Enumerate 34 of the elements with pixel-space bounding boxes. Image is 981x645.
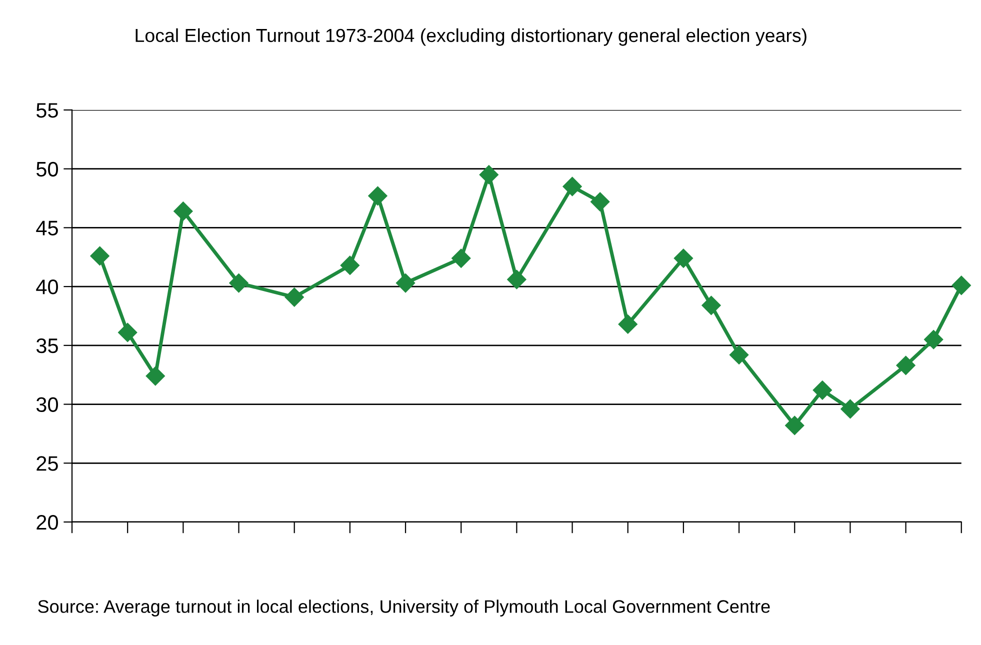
point [396, 273, 416, 293]
point [785, 416, 804, 435]
point [284, 288, 304, 307]
point [174, 202, 193, 221]
point [507, 270, 526, 290]
point [562, 176, 582, 196]
point [702, 296, 721, 315]
point [840, 399, 860, 419]
y-tick-label: 40 [36, 280, 58, 294]
y-tick-label: 30 [36, 397, 58, 412]
point [730, 345, 749, 364]
point [368, 186, 388, 206]
point [229, 273, 248, 293]
y-tick-label: 25 [36, 456, 58, 471]
point [952, 276, 971, 295]
y-tick-label: 35 [36, 338, 58, 354]
point [590, 192, 610, 212]
point [479, 165, 498, 184]
point [146, 366, 165, 386]
y-tick-label: 55 [36, 103, 58, 118]
point [618, 314, 638, 334]
chart-title: Local Election Turnout 1973-2004 (excluding distortionary general election years) [136, 28, 806, 46]
point [340, 256, 360, 275]
point [924, 330, 944, 350]
point [812, 380, 832, 400]
point [452, 248, 471, 268]
point [896, 356, 916, 375]
y-tick-label: 20 [36, 515, 58, 530]
point [674, 248, 693, 268]
y-tick-label: 50 [36, 162, 58, 177]
point [118, 322, 138, 342]
source-note: Source: Average turnout in local elections, University of Plymouth Local Government Centre [38, 600, 770, 616]
y-tick-label: 45 [36, 220, 58, 236]
point [90, 246, 110, 266]
